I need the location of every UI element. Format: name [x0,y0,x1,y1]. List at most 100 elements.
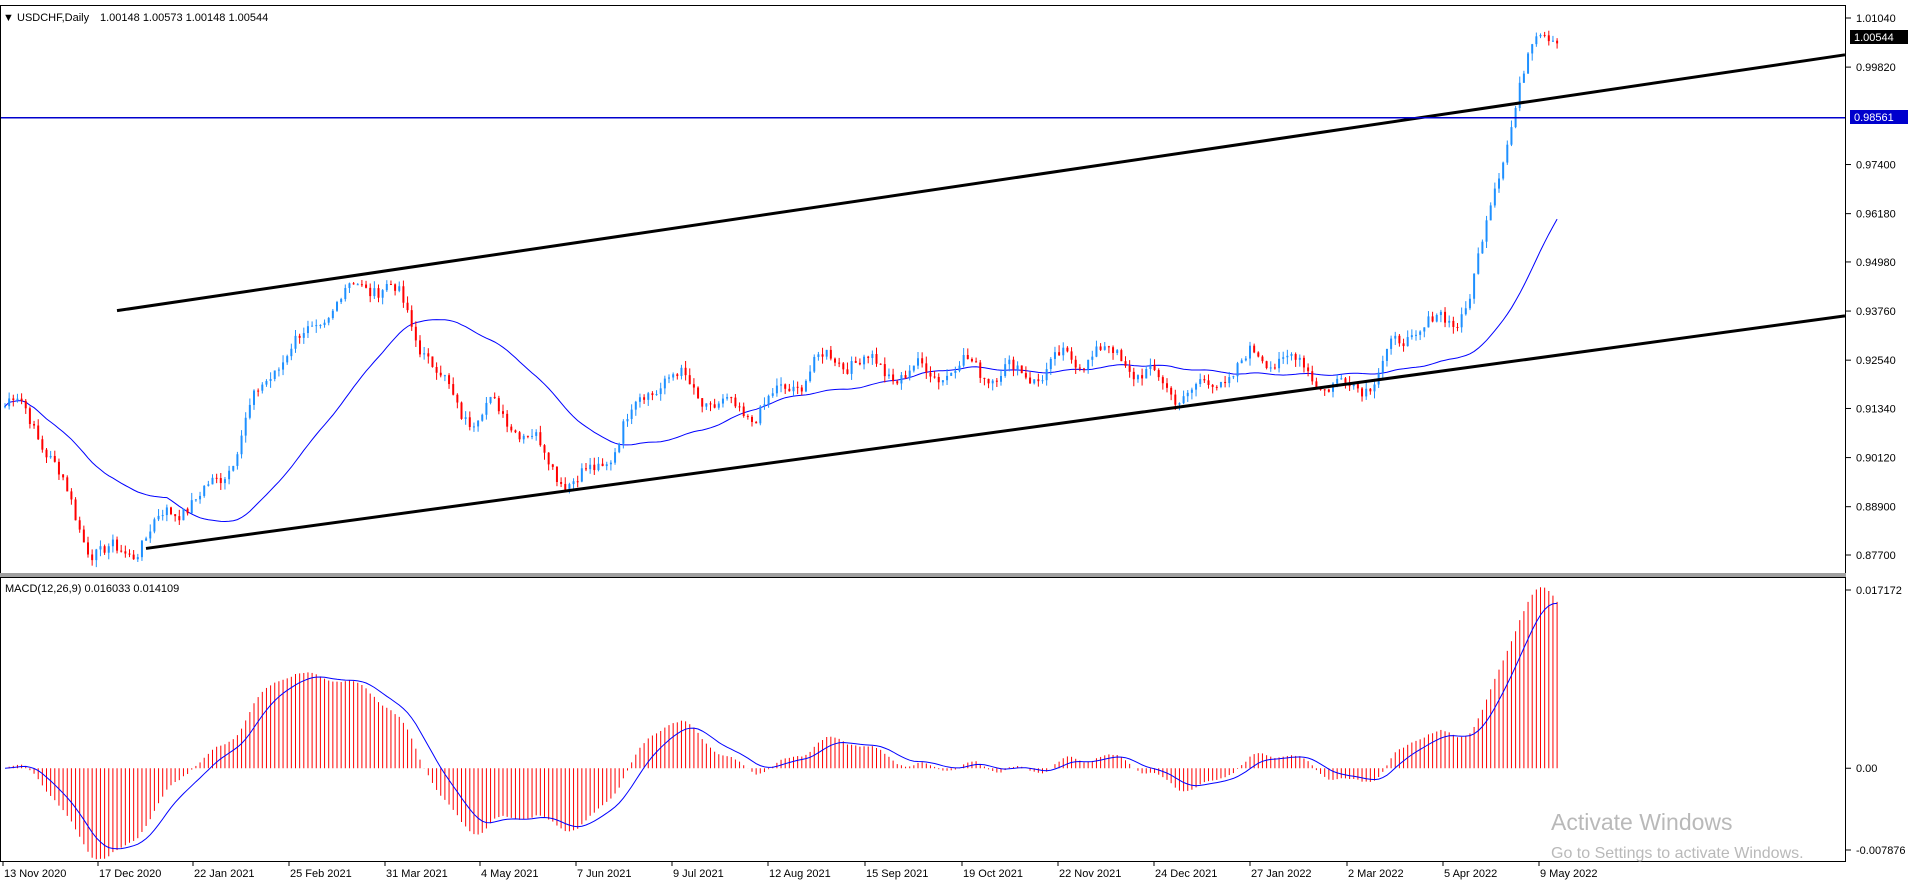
candle-body[interactable] [1493,188,1496,206]
candle-body[interactable] [1170,387,1173,395]
candle-body[interactable] [1390,338,1393,349]
candle-body[interactable] [568,484,571,490]
candle-body[interactable] [643,397,646,400]
candle-body[interactable] [286,356,289,363]
candle-body[interactable] [477,420,480,427]
candle-body[interactable] [713,404,716,408]
candle-body[interactable] [1215,386,1218,388]
candle-body[interactable] [1356,384,1359,389]
candle-body[interactable] [1518,82,1521,109]
candle-body[interactable] [1078,367,1081,369]
candle-body[interactable] [481,414,484,421]
candle-body[interactable] [547,452,550,465]
candle-body[interactable] [518,432,521,440]
candle-body[interactable] [1066,347,1069,352]
candle-body[interactable] [987,378,990,384]
candle-body[interactable] [1369,388,1372,392]
candle-body[interactable] [427,353,430,357]
candle-body[interactable] [66,477,69,492]
candle-body[interactable] [394,284,397,291]
candle-body[interactable] [1058,352,1061,356]
candle-body[interactable] [327,318,330,323]
candle-body[interactable] [431,356,434,367]
candle-body[interactable] [381,290,384,298]
candle-body[interactable] [742,406,745,416]
candle-body[interactable] [506,413,509,427]
candle-body[interactable] [1319,388,1322,390]
candle-body[interactable] [904,375,907,378]
candle-body[interactable] [170,507,172,515]
candle-body[interactable] [1224,381,1227,384]
candle-body[interactable] [771,393,774,396]
candle-body[interactable] [1120,350,1123,362]
candle-body[interactable] [539,432,542,446]
candle-body[interactable] [199,495,202,500]
candle-body[interactable] [589,464,592,470]
candle-body[interactable] [572,481,575,485]
candle-body[interactable] [900,375,903,384]
candle-body[interactable] [1522,73,1525,83]
candle-body[interactable] [497,398,500,412]
candle-body[interactable] [1207,380,1210,385]
candle-body[interactable] [688,375,691,385]
candle-body[interactable] [1365,388,1368,397]
candle-body[interactable] [1481,241,1484,254]
candle-body[interactable] [16,398,19,400]
candle-body[interactable] [1083,368,1085,370]
candle-body[interactable] [746,415,749,417]
candle-body[interactable] [1415,334,1417,336]
candle-body[interactable] [1029,377,1032,384]
candle-body[interactable] [1141,375,1144,379]
candle-body[interactable] [601,463,604,467]
candle-body[interactable] [983,377,986,379]
candle-body[interactable] [87,542,89,555]
candle-body[interactable] [854,361,857,363]
candle-body[interactable] [560,481,563,484]
candle-body[interactable] [858,362,861,365]
candle-body[interactable] [190,500,193,514]
candle-body[interactable] [1219,381,1222,387]
candle-body[interactable] [1166,383,1168,388]
candle-body[interactable] [435,366,438,373]
candlestick-series[interactable] [4,30,1559,568]
candle-body[interactable] [1190,389,1193,393]
candle-body[interactable] [1498,178,1500,189]
candle-body[interactable] [1406,337,1409,347]
candle-body[interactable] [1012,359,1015,370]
candle-body[interactable] [277,369,280,371]
candle-body[interactable] [887,374,890,377]
candle-body[interactable] [348,283,351,289]
candle-body[interactable] [439,372,442,376]
candle-body[interactable] [863,356,866,365]
candle-body[interactable] [846,369,849,374]
candle-body[interactable] [33,424,36,426]
candle-body[interactable] [207,484,210,486]
candle-body[interactable] [215,477,218,479]
candle-body[interactable] [228,470,231,480]
candle-body[interactable] [4,406,6,408]
candle-body[interactable] [1398,335,1401,344]
candle-body[interactable] [1203,379,1206,381]
candle-body[interactable] [638,397,641,402]
candle-body[interactable] [244,417,247,436]
candle-body[interactable] [605,464,608,467]
candle-body[interactable] [149,531,152,539]
candle-body[interactable] [966,355,969,360]
candle-body[interactable] [1095,346,1098,357]
candle-body[interactable] [1419,331,1422,335]
candle-body[interactable] [800,387,803,392]
candle-body[interactable] [311,325,314,327]
candle-body[interactable] [1087,359,1090,370]
candle-body[interactable] [970,359,973,362]
candle-body[interactable] [1460,314,1463,328]
candle-body[interactable] [410,310,413,327]
candle-body[interactable] [1199,379,1202,385]
candle-body[interactable] [684,367,687,376]
candle-body[interactable] [809,371,812,381]
candle-body[interactable] [298,335,301,338]
candle-body[interactable] [1282,357,1285,359]
candle-body[interactable] [1103,346,1106,350]
candle-body[interactable] [1543,34,1546,36]
candle-body[interactable] [1149,364,1152,370]
candle-body[interactable] [1244,358,1247,361]
